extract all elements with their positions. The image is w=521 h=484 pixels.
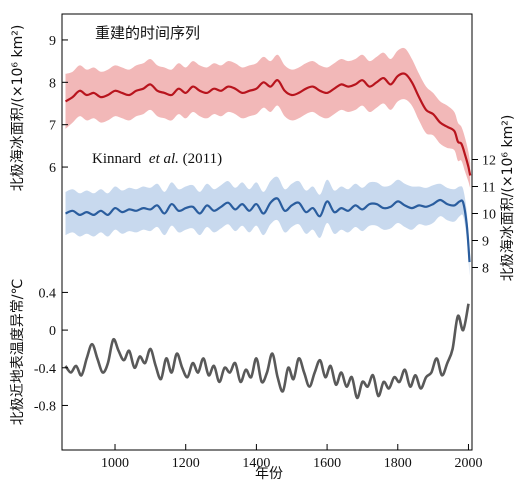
kinnard-y-tick-label: 11 [482,181,495,196]
kinnard-y-tick-label: 10 [482,208,496,223]
reconstruction-y-tick-label: 6 [49,161,56,176]
x-tick-label: 1400 [242,456,270,471]
kinnard-author: Kinnard [92,151,142,167]
temperature-y-tick-label: -0.4 [34,362,56,377]
kinnard-series-line [65,197,471,263]
kinnard-y-tick-label: 9 [482,235,489,250]
reconstruction-series-line [64,72,472,176]
temperature-y-tick-label: 0 [49,324,56,339]
x-tick-label: 1000 [101,456,129,471]
temperature-y-tick-label: 0.4 [39,286,57,301]
x-axis-title: 年份 [255,466,283,482]
temperature-y-axis-title: 北极近地表温度异常/℃ [10,279,26,425]
axes: 6 7 8 9 8 9 10 11 12 0.4 0 -0.4 -0.8 1000 1200 1400 1600… [34,34,496,471]
x-tick-label: 1800 [384,456,412,471]
kinnard-uncertainty-band [65,176,470,276]
recon-y-axis-title: 北极海冰面积/(×10⁶ km²) [10,25,26,192]
kinnard-y-axis-title: 北极海冰面积/(×10⁶ km²) [500,115,516,282]
reconstruction-uncertainty-band [65,47,471,189]
reconstruction-y-tick-label: 9 [49,34,56,49]
uncertainty-bands [65,47,471,276]
temperature-y-tick-label: -0.8 [34,399,56,414]
kinnard-y-tick-label: 12 [482,154,496,169]
x-tick-label: 2000 [454,456,482,471]
series-lines [64,72,472,400]
kinnard-etal: et al. [149,151,179,167]
x-tick-label: 1600 [313,456,341,471]
reconstruction-y-tick-label: 7 [49,119,56,134]
kinnard-annotation: Kinnard et al. (2011) [92,151,222,167]
temperature-series-line [64,303,470,400]
reconstruction-annotation: 重建的时间序列 [95,24,200,42]
kinnard-y-tick-label: 8 [482,262,489,277]
reconstruction-y-tick-label: 8 [49,76,56,91]
x-tick-label: 1200 [172,456,200,471]
kinnard-year: (2011) [183,151,222,167]
